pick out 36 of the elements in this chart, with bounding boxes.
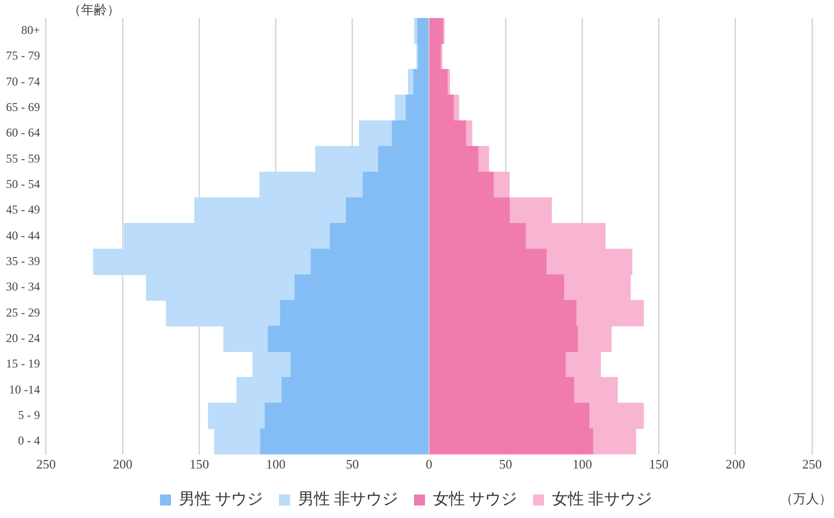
y-tick-label: 50 - 54 [6,177,40,192]
legend-label: 女性 非サウジ [552,490,652,508]
x-axis-title: （万人） [780,490,832,506]
bar [394,94,406,122]
y-tick-label: 55 - 59 [6,151,40,166]
x-tick-label: 0 [426,456,432,472]
y-tick-label: 30 - 34 [6,280,40,294]
y-tick-label: 75 - 79 [6,48,40,63]
y-axis-title: （年齢） [68,2,120,17]
bar [493,172,510,198]
x-tick-label: 250 [802,456,822,472]
y-tick-label: 25 - 29 [6,305,40,320]
legend-label: 男性 サウジ [179,491,263,508]
x-tick-label: 200 [112,456,132,472]
y-tick-label: 20 - 24 [6,331,40,346]
y-tick-label: 80+ [21,22,40,37]
x-tick-label: 200 [726,456,746,472]
y-tick-label: 60 - 64 [6,126,40,140]
y-tick-label: 10 -14 [8,382,40,396]
x-tick-label: 50 [499,456,512,472]
x-tick-label: 150 [649,456,669,472]
y-tick-label: 70 - 74 [6,74,40,88]
y-tick-label: 5 - 9 [18,408,40,422]
y-tick-label: 15 - 19 [6,356,40,371]
y-tick-label: 40 - 44 [6,228,40,242]
y-tick-label: 45 - 49 [6,202,40,217]
x-tick-label: 100 [266,456,286,472]
x-tick-label: 100 [572,456,592,472]
legend-label: 女性 サウジ [433,491,517,508]
y-tick-label: 65 - 69 [6,100,40,114]
y-tick-label: 0 - 4 [18,434,40,448]
legend-label: 男性 非サウジ [298,490,398,508]
x-tick-label: 250 [36,456,56,472]
x-tick-label: 50 [346,456,359,472]
x-tick-label: 150 [189,456,209,472]
y-tick-label: 35 - 39 [6,254,40,268]
